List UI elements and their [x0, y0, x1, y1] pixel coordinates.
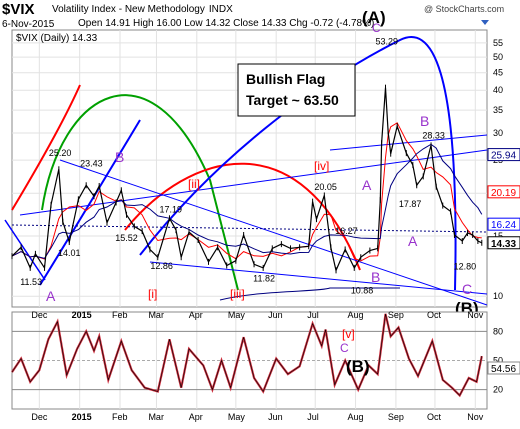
price-value-label: 16.27: [335, 226, 358, 236]
wave-A-oct: A: [408, 233, 418, 249]
wave-iii: [iii]: [230, 287, 245, 301]
right-label-text: 16.24: [491, 220, 516, 231]
osc-x-tick-label: Jun: [268, 412, 283, 422]
price-value-label: 11.53: [20, 277, 42, 287]
wave-A-big: (A): [362, 8, 386, 27]
x-tick-label: Feb: [112, 310, 128, 320]
wave-C-nov: C: [462, 281, 472, 297]
wave-B-osc: (B): [346, 357, 370, 376]
osc-value-label: 54.56: [491, 364, 516, 375]
osc-x-tick-label: Sep: [388, 412, 404, 422]
right-label-text: 20.19: [491, 188, 516, 199]
right-label-box: [487, 185, 520, 199]
osc-x-tick-label: Oct: [427, 412, 442, 422]
price-value-label: 10.88: [351, 286, 374, 296]
wave-B-aug: B: [371, 269, 380, 285]
price-value-label: 12.80: [454, 262, 477, 272]
wave-i: [i]: [148, 287, 157, 301]
osc-x-tick-label: Mar: [148, 412, 164, 422]
right-label-box: [487, 148, 520, 162]
ohlc-readout: Open 14.91 High 16.00 Low 14.32 Close 14…: [78, 18, 374, 29]
x-tick-label: Nov: [467, 310, 484, 320]
dropdown-triangle-icon: [481, 20, 489, 25]
wave-v-osc: [v]: [342, 327, 355, 341]
osc-value-box: [487, 361, 520, 375]
osc-x-tick-label: Nov: [467, 412, 484, 422]
annotation-drawings: [4, 36, 488, 306]
x-tick-label: Jul: [307, 310, 319, 320]
price-value-label: 12.86: [150, 261, 173, 271]
watermark: @ StockCharts.com: [424, 4, 504, 14]
osc-y-tick-label: 20: [493, 385, 503, 395]
x-tick-label: Aug: [348, 310, 364, 320]
x-tick-label: Apr: [189, 310, 203, 320]
series-legend: $VIX (Daily) 14.33: [16, 33, 98, 44]
moving-average-navy: [11, 143, 483, 259]
bullish-flag-box: [237, 63, 356, 117]
x-tick-label: Oct: [427, 310, 442, 320]
price-value-label: 23.43: [80, 159, 103, 169]
right-value-labels: 25.94 20.19 16.24 14.33: [487, 148, 520, 250]
osc-y-tick-label: 80: [493, 326, 503, 336]
wave-A-nov: A: [46, 288, 56, 304]
index-name: Volatility Index - New Methodology INDX: [52, 4, 233, 15]
wave-B-dec: B: [115, 149, 124, 165]
price-value-label: 53.29: [375, 37, 398, 47]
price-value-label: 14.01: [58, 248, 81, 258]
oscillator-line-core: [11, 313, 483, 396]
price-marks: [11, 84, 483, 274]
x-tick-label: 2015: [72, 310, 92, 320]
wave-C-top: C: [372, 21, 381, 35]
y-tick-label: 15: [493, 231, 503, 241]
x-tick-label: Jun: [268, 310, 283, 320]
price-value-label: 17.19: [159, 205, 182, 215]
osc-x-tick-label: May: [228, 412, 246, 422]
oscillator-y-axis: 20 50 80: [493, 326, 503, 394]
right-label-box: [487, 236, 520, 250]
price-labels: 25.20 23.43 15.52 14.01 11.53 12.86 17.19 11.82…: [20, 37, 476, 296]
oscillator-x-axis: Dec 2015 Feb Mar Apr May Jun Jul Aug Sep Oct Nov: [31, 412, 483, 422]
price-value-label: 15.52: [115, 233, 138, 243]
y-tick-label: 55: [493, 38, 503, 48]
osc-x-tick-label: Feb: [112, 412, 128, 422]
wave-B-sep: B: [420, 113, 429, 129]
wave-iv: [iv]: [314, 159, 329, 173]
right-label-box: [487, 217, 520, 231]
osc-x-tick-label: Dec: [31, 412, 48, 422]
price-value-label: 20.05: [314, 182, 337, 192]
osc-x-tick-label: Jul: [307, 412, 319, 422]
price-value-label: 25.20: [49, 148, 72, 158]
date-label: 6-Nov-2015: [2, 19, 55, 30]
y-tick-label: 50: [493, 52, 503, 62]
y-tick-label: 45: [493, 68, 503, 78]
x-tick-label: Mar: [148, 310, 164, 320]
osc-x-tick-label: 2015: [72, 412, 92, 422]
price-series-line: [11, 87, 483, 273]
x-tick-label: Sep: [388, 310, 404, 320]
osc-x-tick-label: Apr: [189, 412, 203, 422]
price-value-label: 28.33: [422, 130, 445, 140]
price-value-label: 17.87: [399, 199, 422, 209]
right-label-text: 25.94: [491, 151, 516, 162]
y-tick-label: 30: [493, 128, 503, 138]
symbol-title: $VIX: [2, 1, 35, 18]
wave-A-jul: A: [362, 177, 372, 193]
wave-ii: [ii]: [188, 177, 200, 191]
x-tick-label: Dec: [31, 310, 48, 320]
price-x-axis: Dec 2015 Feb Mar Apr May Jun Jul Aug Sep Oct Nov: [31, 310, 483, 320]
box-line-1: Bullish Flag: [246, 71, 325, 87]
y-tick-label: 40: [493, 85, 503, 95]
x-tick-label: May: [228, 310, 246, 320]
box-line-2: Target ~ 63.50: [246, 92, 339, 108]
osc-x-tick-label: Aug: [348, 412, 364, 422]
y-tick-label: 10: [493, 291, 503, 301]
osc-y-tick-label: 50: [493, 356, 503, 366]
y-tick-label: 35: [493, 105, 503, 115]
right-label-text: 14.33: [491, 239, 516, 250]
wave-C-osc: C: [340, 341, 349, 355]
price-value-label: 11.82: [253, 273, 275, 283]
